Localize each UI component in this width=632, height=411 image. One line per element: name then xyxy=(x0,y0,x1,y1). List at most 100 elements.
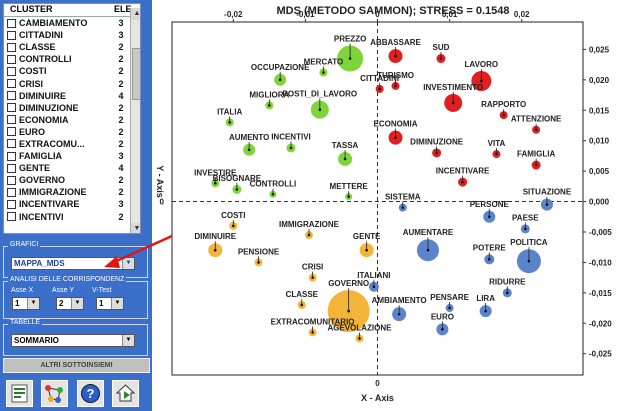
cluster-checkbox[interactable] xyxy=(7,30,16,40)
point-marker xyxy=(524,227,527,231)
cluster-row[interactable]: FAMIGLIA 3 xyxy=(4,150,140,162)
point-label: POTERE xyxy=(473,243,507,252)
y-tick-label: 0,005 xyxy=(589,167,610,176)
cluster-count: 3 xyxy=(118,18,124,29)
cluster-row[interactable]: GOVERNO 2 xyxy=(4,174,140,186)
cluster-name: CONTROLLI xyxy=(19,54,72,65)
cluster-name: ECONOMIA xyxy=(19,114,69,125)
cluster-row[interactable]: CAMBIAMENTO 3 xyxy=(4,17,140,29)
x-tick-label: 0,01 xyxy=(442,10,458,19)
cluster-count: 2 xyxy=(118,175,124,186)
cluster-row[interactable]: ECONOMIA 2 xyxy=(4,114,140,126)
cluster-row[interactable]: COSTI 2 xyxy=(4,65,140,77)
cluster-row[interactable]: GENTE 4 xyxy=(4,162,140,174)
cluster-row[interactable]: CLASSE 2 xyxy=(4,41,140,53)
scroll-down-icon[interactable]: ▼ xyxy=(131,223,140,233)
cluster-row[interactable]: CITTADINI 3 xyxy=(4,29,140,41)
cluster-checkbox[interactable] xyxy=(7,151,16,161)
left-panel: CLUSTER ELE CAMBIAMENTO 3 CITTADINI 3 CLASSE… xyxy=(0,0,152,411)
chevron-down-icon[interactable]: ▼ xyxy=(122,258,134,269)
point-label: EXTRACOMUNITARIO xyxy=(271,317,355,326)
cluster-row[interactable]: EURO 2 xyxy=(4,126,140,138)
cluster-checkbox[interactable] xyxy=(7,79,16,89)
y-tick-label: -0,005 xyxy=(589,228,612,237)
cluster-checkbox[interactable] xyxy=(7,139,16,149)
cluster-row[interactable]: CRISI 2 xyxy=(4,77,140,89)
cluster-checkbox[interactable] xyxy=(7,212,16,222)
cluster-checkbox[interactable] xyxy=(7,115,16,125)
chevron-down-icon[interactable]: ▼ xyxy=(111,298,123,309)
cluster-checkbox[interactable] xyxy=(7,18,16,28)
chevron-down-icon[interactable]: ▼ xyxy=(122,335,134,346)
point-label: AMBIAMENTO xyxy=(372,296,427,305)
cluster-row[interactable]: DIMINUIRE 4 xyxy=(4,90,140,102)
point-label: PENSARE xyxy=(430,293,469,302)
data-point: INCENTIVI xyxy=(271,132,311,153)
cluster-count: 2 xyxy=(118,138,124,149)
cluster-checkbox[interactable] xyxy=(7,127,16,137)
point-label: INVESTIRE xyxy=(194,168,237,177)
data-point: BISOGNARE xyxy=(213,174,262,194)
cluster-checkbox[interactable] xyxy=(7,42,16,52)
data-point: COSTI xyxy=(221,211,246,230)
data-point: LIRA xyxy=(476,294,495,318)
cluster-name: GENTE xyxy=(19,163,51,174)
cluster-count: 2 xyxy=(118,54,124,65)
cluster-listbox[interactable]: CLUSTER ELE CAMBIAMENTO 3 CITTADINI 3 CLASSE… xyxy=(3,3,141,234)
data-point: EURO xyxy=(431,312,454,336)
network-graph-icon[interactable] xyxy=(41,380,68,407)
cluster-checkbox[interactable] xyxy=(7,199,16,209)
altri-sottoinsiemi-button[interactable]: ALTRI SOTTOINSIEMI xyxy=(3,358,150,373)
grafici-select[interactable]: MAPPA_MDS ▼ xyxy=(11,257,135,270)
excel-report-icon[interactable] xyxy=(6,380,33,407)
point-marker xyxy=(502,113,505,117)
cluster-row[interactable]: DIMINUZIONE 2 xyxy=(4,102,140,114)
chevron-down-icon[interactable]: ▼ xyxy=(27,298,39,309)
cluster-checkbox[interactable] xyxy=(7,187,16,197)
cluster-checkbox[interactable] xyxy=(7,175,16,185)
data-point: ABBASSARE xyxy=(370,38,422,64)
home-icon[interactable] xyxy=(112,380,139,407)
cluster-row[interactable]: INCENTIVARE 3 xyxy=(4,198,140,210)
y-tick-label: 0,000 xyxy=(589,198,610,207)
grafici-value: MAPPA_MDS xyxy=(14,259,65,268)
point-label: GOVERNO xyxy=(328,279,369,288)
point-label: RAPPORTO xyxy=(481,100,526,109)
chevron-down-icon[interactable]: ▼ xyxy=(71,298,83,309)
help-icon[interactable]: ? xyxy=(77,380,104,407)
cluster-count: 2 xyxy=(118,114,124,125)
vtest-value: 1 xyxy=(99,299,104,308)
cluster-checkbox[interactable] xyxy=(7,163,16,173)
scroll-thumb[interactable] xyxy=(132,48,140,100)
asse-y-select[interactable]: 2 ▼ xyxy=(56,297,84,310)
cluster-name: CITTADINI xyxy=(19,30,63,41)
point-marker xyxy=(439,57,443,60)
cluster-row[interactable]: EXTRACOMU... 2 xyxy=(4,138,140,150)
cluster-row[interactable]: IMMIGRAZIONE 2 xyxy=(4,186,140,198)
cluster-checkbox[interactable] xyxy=(7,54,16,64)
cluster-row[interactable]: INCENTIVI 2 xyxy=(4,211,140,223)
grafici-label: GRAFICI xyxy=(8,241,41,248)
cluster-row[interactable]: CONTROLLI 2 xyxy=(4,53,140,65)
cluster-checkbox[interactable] xyxy=(7,66,16,76)
point-label: IMMIGRAZIONE xyxy=(279,220,340,229)
vtest-select[interactable]: 1 ▼ xyxy=(96,297,124,310)
data-point: METTERE xyxy=(330,182,368,201)
tabelle-select[interactable]: SOMMARIO ▼ xyxy=(11,334,135,347)
point-marker xyxy=(545,203,549,206)
cluster-list-scrollbar[interactable]: ▲ ▼ xyxy=(130,8,140,233)
y-tick-label: -0,020 xyxy=(589,319,612,328)
y-tick-label: -0,025 xyxy=(589,350,612,359)
cluster-checkbox[interactable] xyxy=(7,103,16,113)
y-zero-label: 0 xyxy=(160,198,165,207)
point-label: TASSA xyxy=(332,141,359,150)
point-label: INVESTIMENTO xyxy=(423,83,483,92)
data-point: CITTADINI xyxy=(360,74,399,93)
point-marker xyxy=(278,78,282,82)
scroll-up-icon[interactable]: ▲ xyxy=(131,8,140,20)
point-label: AUMENTO xyxy=(229,133,269,142)
point-label: CRISI xyxy=(302,263,323,272)
cluster-checkbox[interactable] xyxy=(7,91,16,101)
data-point: MIGLIORA xyxy=(249,90,290,110)
asse-x-select[interactable]: 1 ▼ xyxy=(12,297,40,310)
